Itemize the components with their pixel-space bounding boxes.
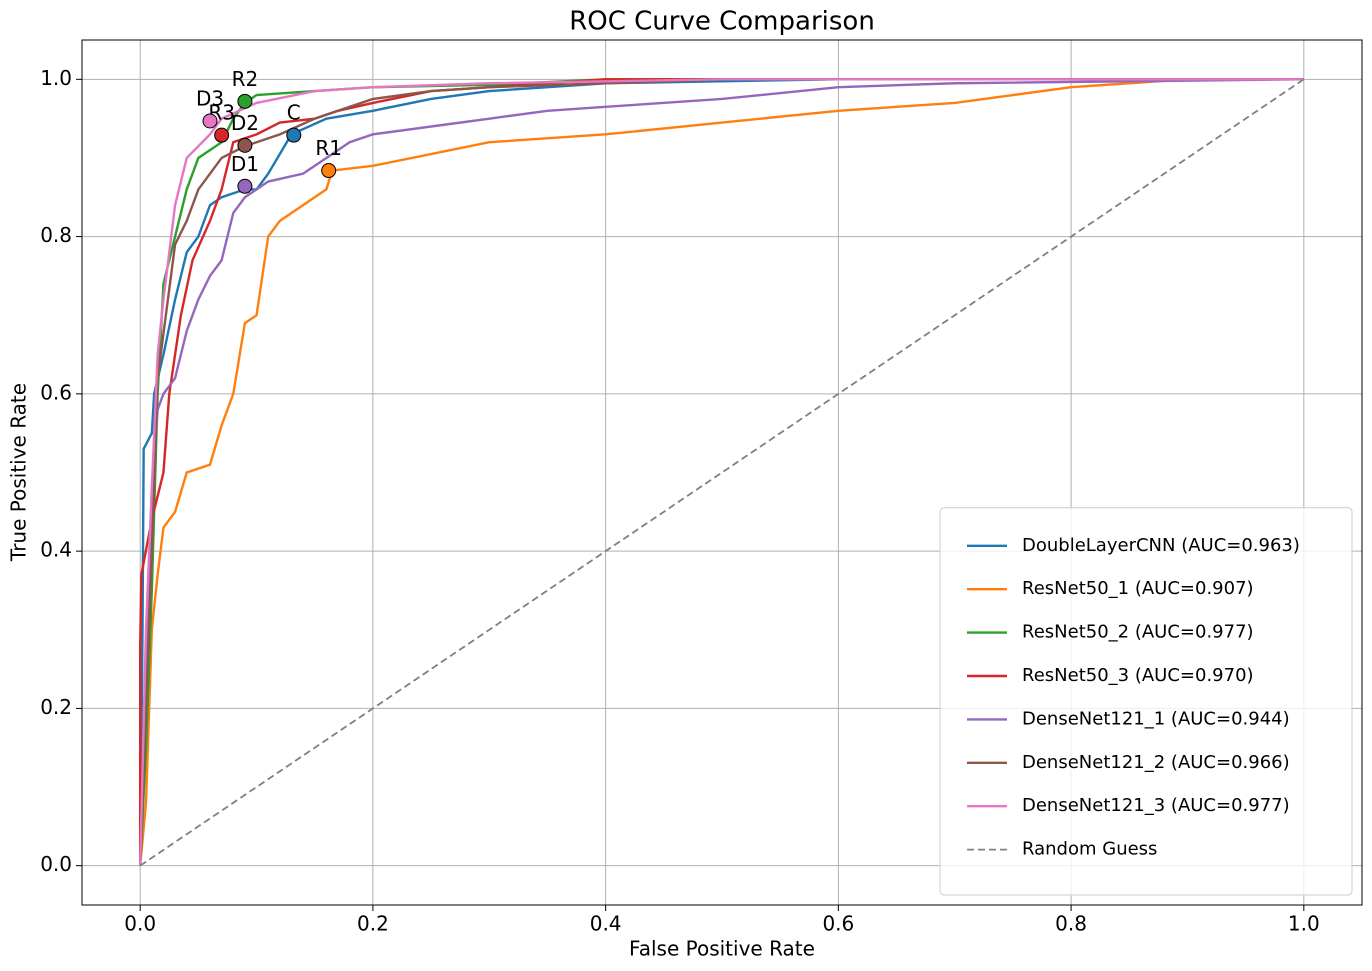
legend: DoubleLayerCNN (AUC=0.963) ResNet50_1 (AU… xyxy=(939,507,1353,896)
legend-box xyxy=(939,507,1353,896)
roc-line xyxy=(138,78,1304,866)
roc-line xyxy=(138,78,1304,866)
roc-line xyxy=(138,78,1304,866)
operating-point xyxy=(237,178,253,194)
legend-label: ResNet50_3 (AUC=0.970) xyxy=(1022,665,1254,686)
y-tick-label: 1.0 xyxy=(40,66,72,90)
legend-label: Random Guess xyxy=(1022,839,1157,860)
plot-frame xyxy=(81,39,1363,906)
operating-point xyxy=(202,113,218,129)
point-label: D2 xyxy=(231,111,259,135)
x-tick-label: 1.0 xyxy=(1288,912,1320,936)
point-label: D1 xyxy=(231,152,259,176)
legend-label: DoubleLayerCNN (AUC=0.963) xyxy=(1022,535,1300,556)
chart-title: ROC Curve Comparison xyxy=(569,7,875,37)
x-tick-label: 0.8 xyxy=(1055,912,1087,936)
x-tick-label: 0.4 xyxy=(590,912,622,936)
x-tick-label: 0.2 xyxy=(357,912,389,936)
operating-point xyxy=(321,163,337,179)
operating-point xyxy=(237,137,253,153)
legend-label: DenseNet121_3 (AUC=0.977) xyxy=(1022,795,1290,816)
legend-label: ResNet50_1 (AUC=0.907) xyxy=(1022,578,1254,599)
legend-label: DenseNet121_1 (AUC=0.944) xyxy=(1022,708,1290,729)
point-label: C xyxy=(287,101,301,125)
point-label: D3 xyxy=(196,86,224,110)
roc-line xyxy=(138,78,1304,866)
x-tick-label: 0.6 xyxy=(822,912,854,936)
y-tick-label: 0.0 xyxy=(40,852,72,876)
x-axis-label: False Positive Rate xyxy=(629,937,815,961)
legend-label: DenseNet121_2 (AUC=0.966) xyxy=(1022,752,1290,773)
point-label: R2 xyxy=(232,67,259,91)
operating-point xyxy=(214,127,230,143)
y-tick-label: 0.2 xyxy=(40,695,72,719)
x-tick-label: 0.0 xyxy=(124,912,156,936)
y-tick-label: 0.6 xyxy=(40,380,72,404)
legend-label: ResNet50_2 (AUC=0.977) xyxy=(1022,622,1254,643)
operating-point xyxy=(237,93,253,109)
operating-point xyxy=(286,127,302,143)
y-tick-label: 0.8 xyxy=(40,223,72,247)
y-tick-label: 0.4 xyxy=(40,538,72,562)
point-label: R1 xyxy=(315,136,342,160)
y-axis-label: True Positive Rate xyxy=(7,383,31,562)
roc-line xyxy=(139,78,1305,867)
roc-line xyxy=(138,78,1304,866)
